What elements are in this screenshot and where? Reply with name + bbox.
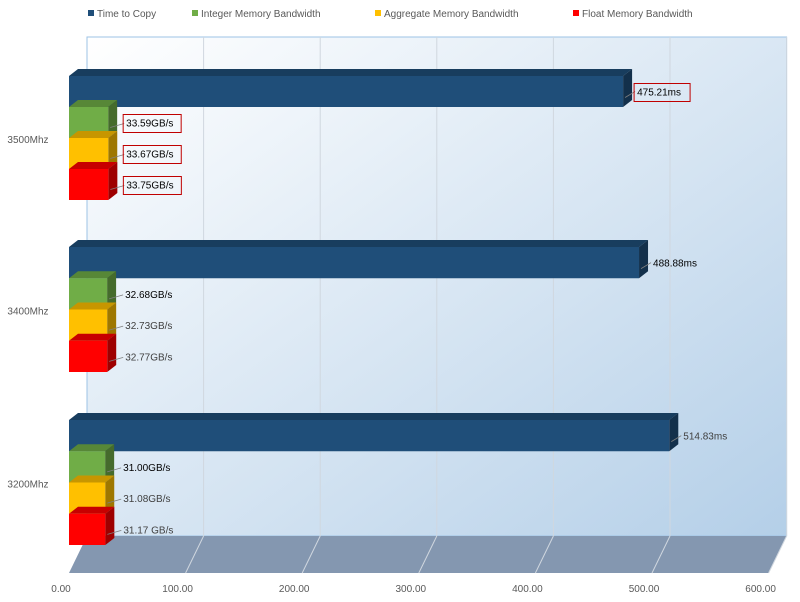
bar-front bbox=[69, 340, 108, 372]
bar-side bbox=[108, 162, 118, 200]
bar-front bbox=[69, 247, 640, 279]
data-label: 32.68GB/s bbox=[125, 290, 172, 301]
bar-float-memory-bandwidth bbox=[69, 333, 117, 372]
x-tick-label: 300.00 bbox=[396, 584, 427, 595]
bar-side bbox=[105, 506, 115, 545]
legend-swatch bbox=[573, 10, 579, 16]
data-label-highlight bbox=[122, 145, 182, 164]
bar-top bbox=[69, 444, 115, 452]
category-label: 3200Mhz bbox=[7, 480, 48, 491]
plot-area: 0.00 100.00 200.00 300.00 400.00 500.00 600.00… bbox=[7, 36, 788, 595]
data-label-leader bbox=[110, 123, 125, 128]
bar-float-memory-bandwidth bbox=[69, 162, 118, 200]
bar-float-memory-bandwidth bbox=[69, 506, 115, 545]
data-label-highlight bbox=[122, 176, 182, 195]
bar-side bbox=[105, 444, 115, 483]
data-label-leader bbox=[107, 529, 122, 535]
data-label: 32.73GB/s bbox=[125, 321, 172, 332]
gridline-floor bbox=[768, 535, 788, 574]
data-label: 475.21ms bbox=[637, 88, 681, 99]
data-label: 31.00GB/s bbox=[123, 463, 170, 474]
bar-top bbox=[69, 69, 633, 76]
bar-side bbox=[108, 100, 118, 138]
data-label-leader bbox=[109, 325, 124, 331]
x-tick-label: 0.00 bbox=[51, 584, 71, 595]
data-label-highlight bbox=[633, 83, 691, 102]
data-label-leader bbox=[109, 356, 124, 362]
bar-front bbox=[69, 76, 624, 107]
gridline-floor bbox=[185, 535, 205, 574]
data-label-leader bbox=[640, 262, 652, 269]
gridline-floor bbox=[418, 535, 438, 574]
legend: Time to Copy Integer Memory Bandwidth Aggr… bbox=[88, 9, 693, 20]
gridline-floor bbox=[651, 535, 671, 574]
bar-top bbox=[69, 271, 117, 279]
bar-top bbox=[69, 131, 118, 138]
bar-top bbox=[69, 162, 118, 169]
data-label-leader bbox=[110, 185, 125, 190]
bar-time-to-copy bbox=[69, 69, 633, 107]
data-label-leader bbox=[624, 91, 636, 98]
data-label: 33.75GB/s bbox=[126, 181, 173, 192]
bar-side bbox=[107, 271, 117, 310]
x-tick-label: 100.00 bbox=[162, 584, 193, 595]
bar-front bbox=[69, 420, 670, 452]
category-label: 3400Mhz bbox=[7, 307, 48, 318]
bar-side bbox=[108, 131, 118, 169]
gridline-floor bbox=[301, 535, 321, 574]
bar-side bbox=[107, 333, 117, 372]
x-tick-label: 200.00 bbox=[279, 584, 310, 595]
data-label-leader bbox=[110, 154, 125, 159]
bar-top bbox=[69, 100, 118, 107]
bar-front bbox=[69, 513, 106, 545]
bar-side bbox=[107, 302, 117, 341]
bar-top bbox=[69, 333, 117, 341]
data-label: 31.08GB/s bbox=[123, 494, 170, 505]
data-label-leader bbox=[108, 294, 124, 300]
bar-time-to-copy bbox=[69, 240, 649, 279]
legend-label: Aggregate Memory Bandwidth bbox=[384, 9, 519, 20]
data-label: 31.17 GB/s bbox=[123, 525, 173, 536]
bar-top bbox=[69, 413, 679, 420]
bar-top bbox=[69, 240, 649, 247]
data-label: 33.67GB/s bbox=[126, 150, 173, 161]
bar-top bbox=[69, 506, 115, 514]
data-label-leader bbox=[107, 498, 122, 504]
bar-front bbox=[69, 169, 109, 200]
data-label: 488.88ms bbox=[653, 259, 697, 270]
x-tick-label: 500.00 bbox=[629, 584, 660, 595]
legend-label: Float Memory Bandwidth bbox=[582, 9, 693, 20]
data-label: 514.83ms bbox=[683, 432, 727, 443]
bar-side bbox=[105, 475, 115, 514]
legend-swatch bbox=[375, 10, 381, 16]
bar-top bbox=[69, 475, 115, 483]
data-label-leader bbox=[671, 435, 682, 442]
gridline-floor bbox=[534, 535, 554, 574]
x-tick-label: 400.00 bbox=[512, 584, 543, 595]
legend-swatch bbox=[88, 10, 94, 16]
category-label: 3500Mhz bbox=[7, 135, 48, 146]
legend-swatch bbox=[192, 10, 198, 16]
bar-top bbox=[69, 302, 117, 310]
data-label: 32.77GB/s bbox=[125, 352, 172, 363]
data-label-leader bbox=[107, 467, 122, 473]
data-label: 33.59GB/s bbox=[126, 119, 173, 130]
data-label-highlight bbox=[122, 114, 182, 133]
legend-label: Time to Copy bbox=[97, 9, 156, 20]
legend-label: Integer Memory Bandwidth bbox=[201, 9, 321, 20]
bar-time-to-copy bbox=[69, 413, 679, 452]
x-tick-label: 600.00 bbox=[745, 584, 776, 595]
